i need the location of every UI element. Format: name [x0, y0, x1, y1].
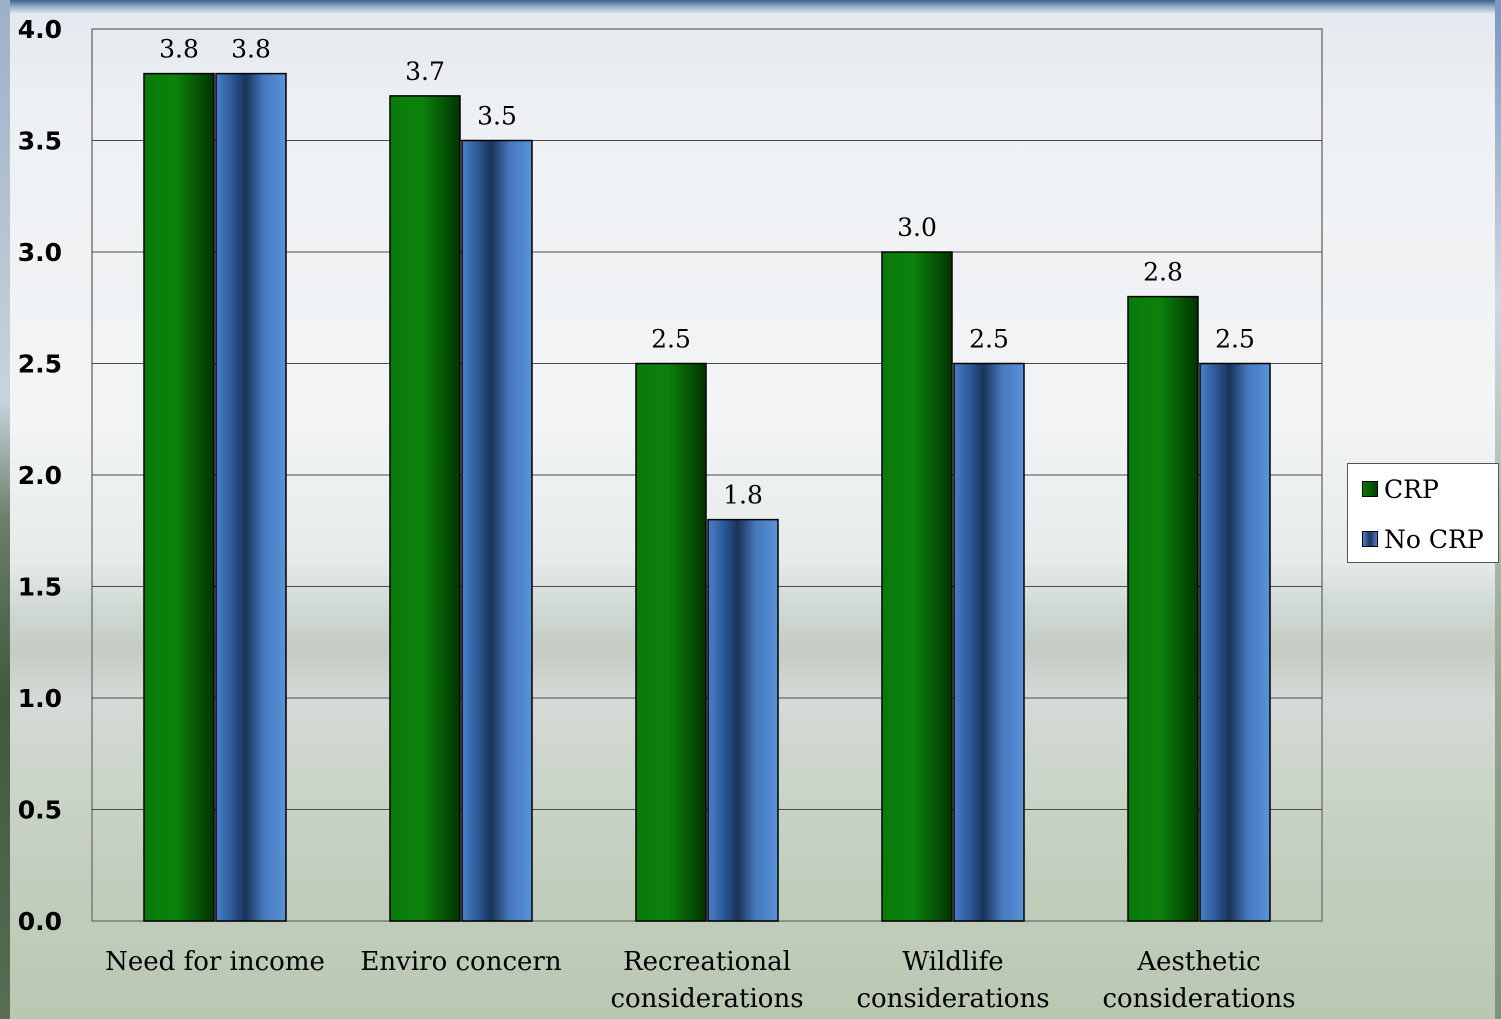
legend-item-no-crp: No CRP	[1362, 524, 1484, 554]
x-tick-label: considerations	[856, 984, 1049, 1014]
data-labels: 3.8 3.8 3.7 3.5 2.5 1.8 3.0 2.5 2.8 2.5	[159, 35, 1255, 510]
x-tick-label: Recreational	[623, 947, 791, 977]
y-tick-label: 3.5	[18, 127, 62, 156]
y-tick-label: 1.0	[18, 684, 62, 713]
x-tick-label: Wildlife	[902, 947, 1003, 977]
bar-no-crp	[461, 139, 533, 922]
y-tick-label: 4.0	[18, 15, 62, 44]
y-tick-label: 0.0	[18, 907, 62, 936]
y-axis-ticks: 0.0 0.5 1.0 1.5 2.0 2.5 3.0 3.5 4.0	[18, 15, 62, 936]
bar-crp	[881, 251, 953, 922]
data-label-no-crp: 3.5	[477, 102, 517, 131]
y-tick-label: 2.5	[18, 350, 62, 379]
bar-no-crp	[1199, 362, 1271, 922]
y-tick-label: 2.0	[18, 461, 62, 490]
bar-crp	[635, 362, 707, 922]
data-label-no-crp: 2.5	[1215, 325, 1255, 354]
legend: CRP No CRP	[1347, 463, 1499, 563]
y-tick-label: 3.0	[18, 238, 62, 267]
bar-crp	[143, 72, 215, 922]
x-tick-label: Need for income	[105, 947, 325, 977]
legend-label-no-crp: No CRP	[1384, 524, 1484, 554]
bar-no-crp	[215, 72, 287, 922]
data-label-no-crp: 2.5	[969, 325, 1009, 354]
x-tick-label: Enviro concern	[360, 947, 561, 977]
data-label-crp: 3.0	[897, 213, 937, 242]
bar-crp	[389, 95, 461, 922]
bars	[143, 72, 1271, 922]
y-tick-label: 1.5	[18, 573, 62, 602]
bar-no-crp	[953, 362, 1025, 922]
background-left-edge	[0, 0, 10, 1019]
x-axis-labels: Need for income Enviro concern Recreationa…	[105, 947, 1295, 1014]
legend-swatch-no-crp	[1362, 531, 1378, 547]
x-tick-label: Aesthetic	[1136, 947, 1260, 977]
legend-swatch-crp	[1362, 481, 1378, 497]
data-label-crp: 2.5	[651, 325, 691, 354]
legend-label-crp: CRP	[1384, 474, 1439, 504]
y-tick-label: 0.5	[18, 796, 62, 825]
bar-no-crp	[707, 518, 779, 922]
bar-crp	[1127, 295, 1199, 922]
x-tick-label: considerations	[1102, 984, 1295, 1014]
data-label-crp: 3.8	[159, 35, 199, 64]
data-label-no-crp: 1.8	[723, 481, 763, 510]
data-label-crp: 3.7	[405, 57, 445, 86]
gridlines	[92, 140, 1322, 810]
x-tick-label: considerations	[610, 984, 803, 1014]
data-label-no-crp: 3.8	[231, 35, 271, 64]
legend-item-crp: CRP	[1362, 474, 1439, 504]
data-label-crp: 2.8	[1143, 258, 1183, 287]
